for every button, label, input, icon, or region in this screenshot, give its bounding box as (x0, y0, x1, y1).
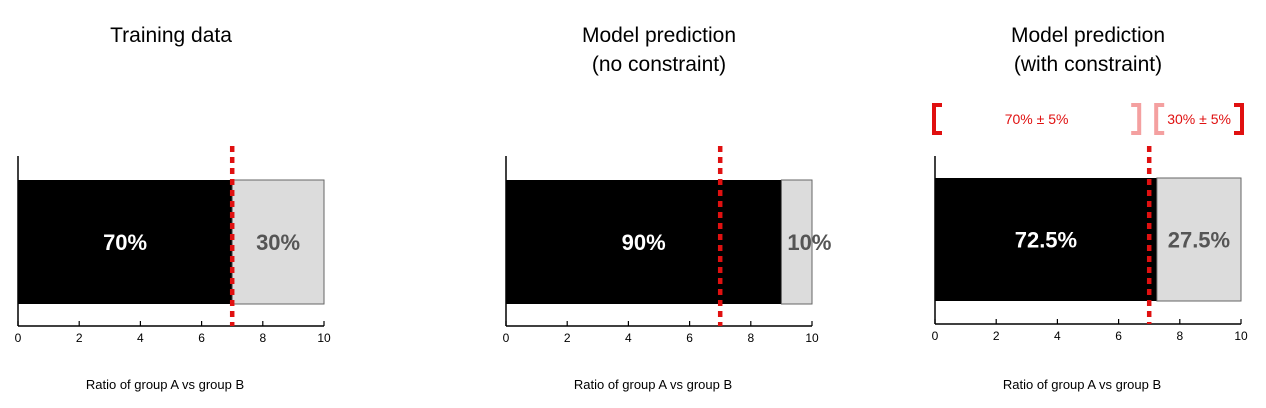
x-tick-label: 6 (198, 331, 205, 345)
range-bracket-right (1131, 103, 1142, 135)
bar-value-label: 27.5% (1168, 228, 1230, 253)
bar-segment (935, 178, 1157, 301)
range-bracket-right (1234, 103, 1244, 135)
bar-segment (1156, 177, 1242, 302)
x-axis-label: Ratio of group A vs group B (1003, 377, 1161, 392)
chart-title: Training data (110, 24, 232, 47)
x-tick-label: 8 (1176, 329, 1183, 343)
bar-value-label: 72.5% (1015, 228, 1077, 253)
x-tick-label: 10 (317, 331, 331, 345)
bar-segment (780, 179, 813, 305)
chart-title: Model prediction (1011, 24, 1165, 47)
chart-title: Model prediction (582, 24, 736, 47)
x-tick-label: 0 (932, 329, 939, 343)
x-tick-label: 2 (993, 329, 1000, 343)
bar-segment (506, 180, 782, 304)
x-tick-label: 4 (625, 331, 632, 345)
x-tick-label: 8 (259, 331, 266, 345)
x-axis-label: Ratio of group A vs group B (86, 377, 244, 392)
chart-title: (with constraint) (1014, 53, 1162, 76)
range-bracket-left (1154, 103, 1165, 135)
x-tick-label: 10 (1234, 329, 1248, 343)
bar-value-label: 30% (256, 230, 300, 255)
range-bracket-left (932, 103, 942, 135)
x-tick-label: 8 (747, 331, 754, 345)
x-tick-label: 6 (1115, 329, 1122, 343)
chart-panel-1: Training data 70% 30% 0 2 4 6 8 10 Ratio of group… (15, 24, 331, 392)
bar-value-label: 90% (622, 230, 666, 255)
x-tick-label: 2 (76, 331, 83, 345)
bar-value-label: 10% (787, 230, 831, 255)
bar-value-label: 70% (103, 230, 147, 255)
bar-segment (231, 179, 325, 305)
chart-panel-2: Model prediction (no constraint) 90% 10% 0 2 4… (503, 24, 832, 392)
bar-segment (18, 180, 233, 304)
x-tick-label: 6 (686, 331, 693, 345)
range-label: 30% ± 5% (1167, 111, 1231, 127)
x-tick-label: 4 (137, 331, 144, 345)
x-tick-label: 2 (564, 331, 571, 345)
x-axis-label: Ratio of group A vs group B (574, 377, 732, 392)
x-tick-label: 10 (805, 331, 819, 345)
range-label: 70% ± 5% (1005, 111, 1069, 127)
chart-title: (no constraint) (592, 53, 726, 76)
chart-panel-3: Model prediction(with constraint)72.5% 27… (932, 24, 1248, 392)
x-tick-label: 0 (15, 331, 22, 345)
x-tick-label: 4 (1054, 329, 1061, 343)
x-tick-label: 0 (503, 331, 510, 345)
